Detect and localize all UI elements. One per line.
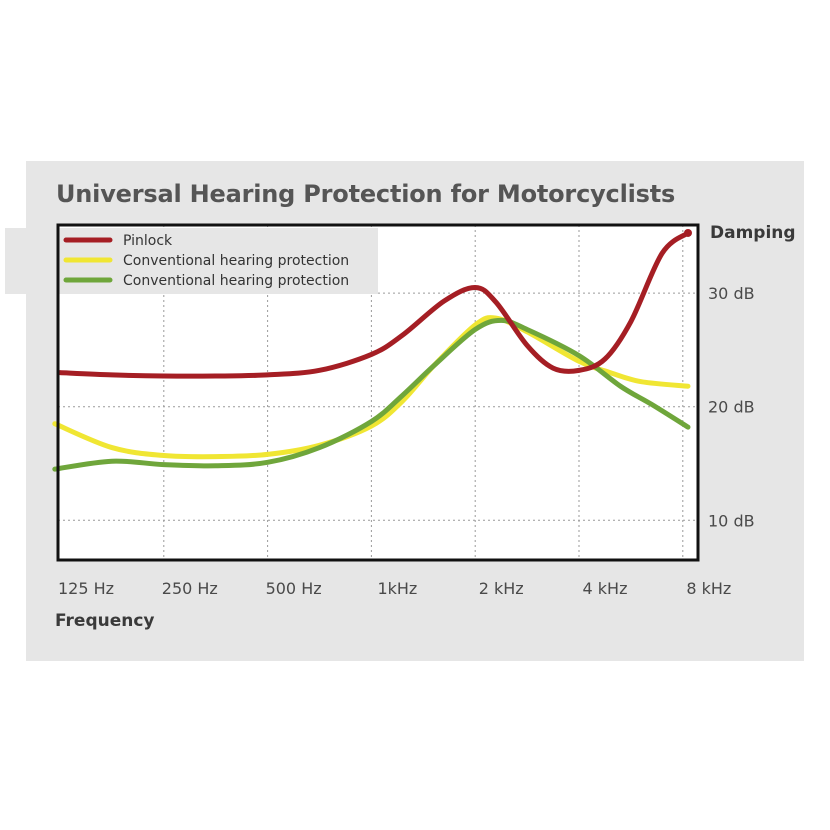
- x-axis-title: Frequency: [55, 611, 155, 631]
- legend-label-conventional-green: Conventional hearing protection: [123, 273, 349, 289]
- x-tick-label: 1kHz: [377, 579, 417, 598]
- x-tick-label: 250 Hz: [162, 579, 218, 598]
- legend-label-conventional-yellow: Conventional hearing protection: [123, 253, 349, 269]
- series-line-conventional-green: [52, 317, 691, 472]
- legend-label-pinlock: Pinlock: [123, 233, 173, 249]
- plot-border: [56, 223, 700, 562]
- series-line-pinlock: [57, 230, 691, 379]
- series-end-marker-pinlock: [683, 228, 692, 237]
- chart-title: Universal Hearing Protection for Motorcy…: [56, 180, 676, 208]
- y-tick-label: 10 dB: [708, 511, 755, 530]
- y-tick-labels: 10 dB 20 dB 30 dB: [708, 284, 755, 530]
- x-tick-label: 2 kHz: [479, 579, 524, 598]
- y-tick-label: 20 dB: [708, 398, 755, 417]
- x-tick-label: 4 kHz: [583, 579, 628, 598]
- x-tick-label: 125 Hz: [58, 579, 114, 598]
- x-tick-label: 8 kHz: [686, 579, 731, 598]
- legend: Pinlock Conventional hearing protection …: [63, 233, 349, 289]
- series-layer: [52, 228, 692, 472]
- x-tick-labels: 125 Hz 250 Hz 500 Hz 1kHz 2 kHz 4 kHz 8 kHz: [58, 579, 731, 598]
- y-tick-label: 30 dB: [708, 284, 755, 303]
- y-axis-title: Damping: [710, 223, 796, 243]
- x-tick-label: 500 Hz: [266, 579, 322, 598]
